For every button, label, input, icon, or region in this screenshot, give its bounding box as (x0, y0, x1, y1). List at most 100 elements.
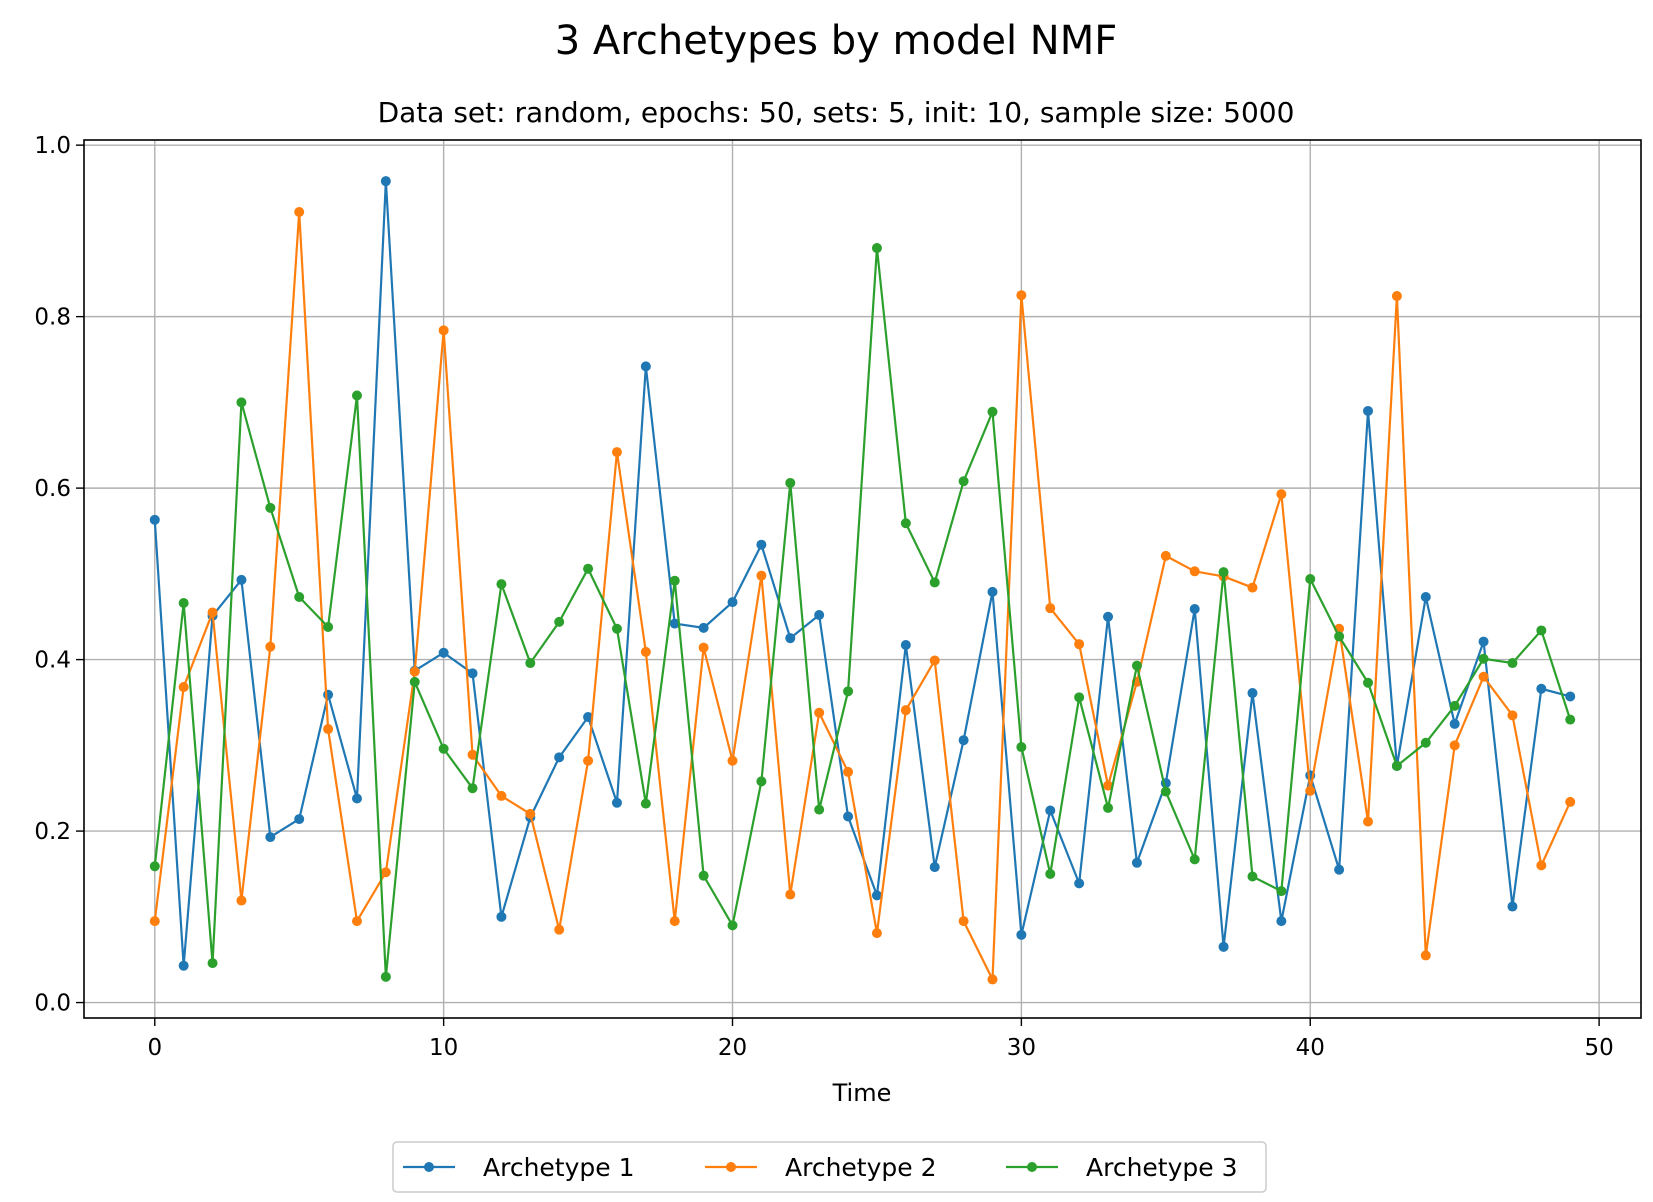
y-tick-label: 0.2 (34, 819, 71, 845)
data-point (1074, 639, 1085, 650)
chart-title: 3 Archetypes by model NMF (555, 18, 1117, 64)
legend-swatch-marker (726, 1162, 736, 1172)
data-point (1189, 604, 1200, 615)
data-point (1016, 742, 1027, 753)
legend-label: Archetype 3 (1086, 1153, 1238, 1182)
data-point (640, 646, 651, 657)
plot-frame (83, 139, 1642, 1019)
data-point (207, 607, 218, 618)
data-point (929, 862, 940, 873)
data-point (1103, 802, 1114, 813)
data-point (467, 783, 478, 794)
data-point (1334, 631, 1345, 642)
data-point (987, 586, 998, 597)
data-point (496, 911, 507, 922)
data-point (1507, 901, 1518, 912)
x-ticks: 0 10 20 30 40 50 (147, 1018, 1614, 1061)
data-point (1045, 868, 1056, 879)
data-point (1507, 710, 1518, 721)
y-tick-label: 0.8 (34, 305, 71, 331)
data-point (1420, 950, 1431, 961)
data-point (583, 755, 594, 766)
data-point (178, 960, 189, 971)
data-point (1536, 625, 1547, 636)
data-point (1045, 805, 1056, 816)
data-point (1189, 854, 1200, 865)
data-point (178, 682, 189, 693)
data-point (1420, 737, 1431, 748)
data-point (1478, 636, 1489, 647)
data-point (554, 924, 565, 935)
x-tick-label: 30 (1007, 1035, 1036, 1061)
data-point (814, 804, 825, 815)
data-point (265, 502, 276, 513)
data-point (727, 597, 738, 608)
data-point (265, 832, 276, 843)
data-point (438, 325, 449, 336)
data-point (987, 974, 998, 985)
x-tick-label: 0 (147, 1035, 162, 1061)
data-point (1507, 658, 1518, 669)
data-point (1074, 692, 1085, 703)
data-point (1305, 574, 1316, 584)
data-point (929, 655, 940, 666)
data-point (236, 397, 247, 408)
x-tick-label: 50 (1584, 1035, 1613, 1061)
data-point (669, 575, 680, 586)
data-point (1449, 718, 1460, 729)
data-point (785, 477, 796, 488)
data-point (843, 811, 854, 822)
data-point (438, 647, 449, 658)
data-point (380, 971, 391, 982)
data-point (1276, 886, 1287, 897)
data-point (1565, 796, 1576, 807)
data-point (236, 895, 247, 906)
data-point (467, 749, 478, 760)
data-point (583, 712, 594, 723)
data-point (727, 920, 738, 931)
data-point (178, 598, 189, 609)
data-point (900, 640, 911, 651)
data-point (1247, 871, 1258, 882)
data-point (1074, 878, 1085, 889)
series-layer (149, 176, 1576, 985)
data-point (814, 707, 825, 718)
data-point (756, 570, 767, 581)
y-ticks: 0.0 0.2 0.4 0.6 0.8 1.0 (34, 133, 84, 1017)
data-point (1045, 603, 1056, 614)
y-tick-label: 0.0 (34, 991, 71, 1017)
legend-item-archetype-1[interactable]: Archetype 1 (403, 1153, 635, 1182)
data-point (843, 766, 854, 777)
x-axis-label: Time (832, 1079, 892, 1107)
data-point (236, 574, 247, 585)
data-point (756, 539, 767, 550)
data-point (640, 798, 651, 809)
data-point (871, 243, 882, 254)
x-tick-label: 40 (1296, 1035, 1325, 1061)
data-point (900, 518, 911, 529)
data-point (698, 870, 709, 881)
data-point (1247, 582, 1258, 593)
legend[interactable]: Archetype 1 Archetype 2 Archetype 3 (392, 1141, 1267, 1193)
data-point (1449, 740, 1460, 751)
data-point (698, 622, 709, 633)
data-point (294, 592, 305, 603)
series-line (153, 210, 1572, 981)
data-point (669, 618, 680, 629)
data-point (554, 616, 565, 627)
data-point (611, 447, 622, 458)
data-point (438, 743, 449, 754)
data-point (1363, 816, 1374, 827)
data-point (554, 752, 565, 763)
x-tick-label: 10 (429, 1035, 458, 1061)
data-point (149, 514, 160, 525)
legend-item-archetype-3[interactable]: Archetype 3 (1006, 1153, 1238, 1182)
data-point (814, 610, 825, 621)
data-point (669, 916, 680, 927)
data-point (496, 579, 507, 590)
legend-item-archetype-2[interactable]: Archetype 2 (705, 1153, 937, 1182)
data-point (1391, 760, 1402, 771)
data-point (409, 676, 420, 687)
data-point (958, 735, 969, 746)
